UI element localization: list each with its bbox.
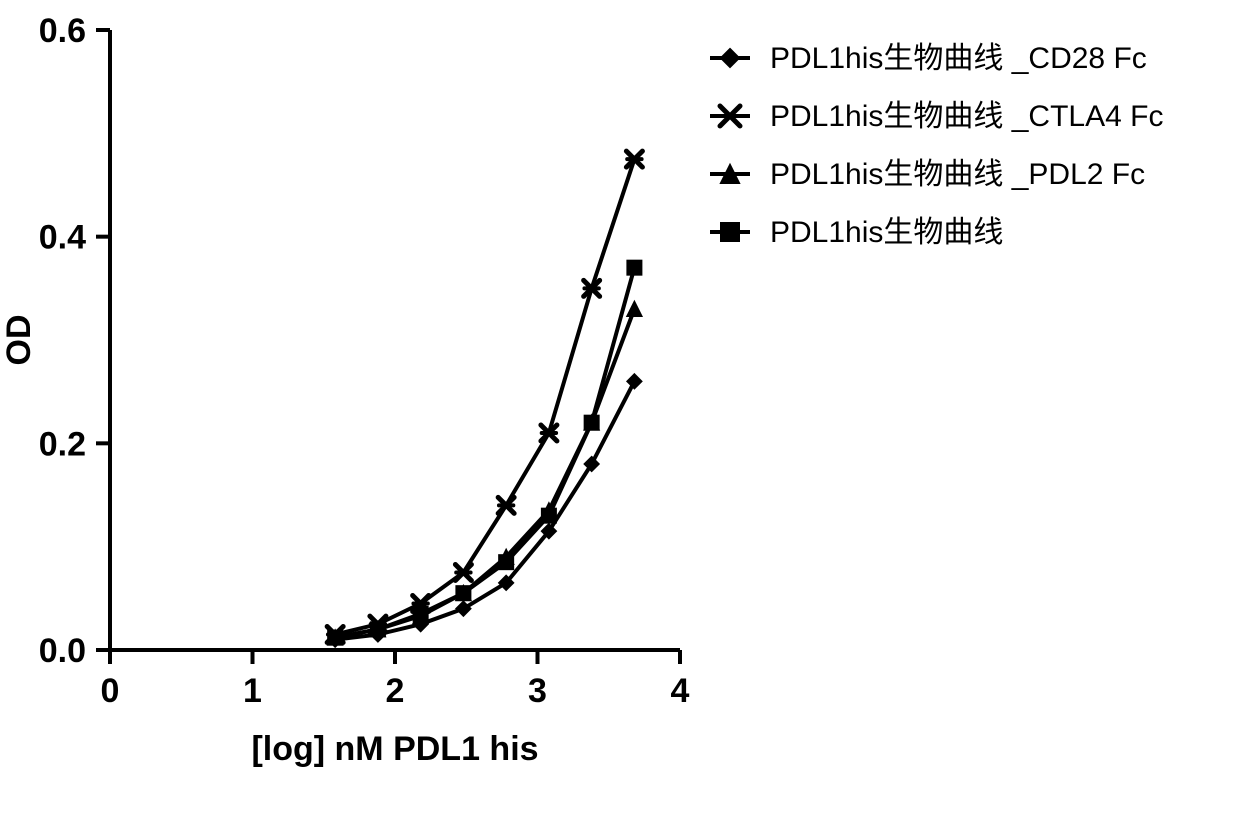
svg-text:0.0: 0.0 (39, 632, 86, 670)
legend-item-2: PDL1his生物曲线 _PDL2 Fc (710, 158, 1145, 191)
legend-label: PDL1his生物曲线 _CTLA4 Fc (770, 100, 1163, 133)
y-axis-label: OD (0, 315, 38, 366)
legend-label: PDL1his生物曲线 _PDL2 Fc (770, 158, 1145, 191)
svg-text:1: 1 (243, 672, 262, 710)
svg-text:4: 4 (671, 672, 690, 710)
svg-text:3: 3 (528, 672, 547, 710)
svg-text:0: 0 (101, 672, 120, 710)
svg-text:2: 2 (386, 672, 405, 710)
legend-label: PDL1his生物曲线 _CD28 Fc (770, 42, 1147, 75)
svg-text:0.2: 0.2 (39, 425, 86, 463)
svg-text:0.4: 0.4 (39, 219, 86, 257)
svg-text:0.6: 0.6 (39, 12, 86, 50)
legend-item-0: PDL1his生物曲线 _CD28 Fc (710, 42, 1147, 75)
x-axis-label: [log] nM PDL1 his (251, 730, 538, 768)
legend-item-1: PDL1his生物曲线 _CTLA4 Fc (710, 100, 1163, 133)
legend-label: PDL1his生物曲线 (770, 216, 1003, 249)
chart-svg: 0 1 2 3 4 [log] nM PDL1 his 0.0 0.2 0.4 0.6 OD PDL1… (0, 0, 1240, 831)
chart-container: 0 1 2 3 4 [log] nM PDL1 his 0.0 0.2 0.4 0.6 OD PDL1… (0, 0, 1240, 831)
